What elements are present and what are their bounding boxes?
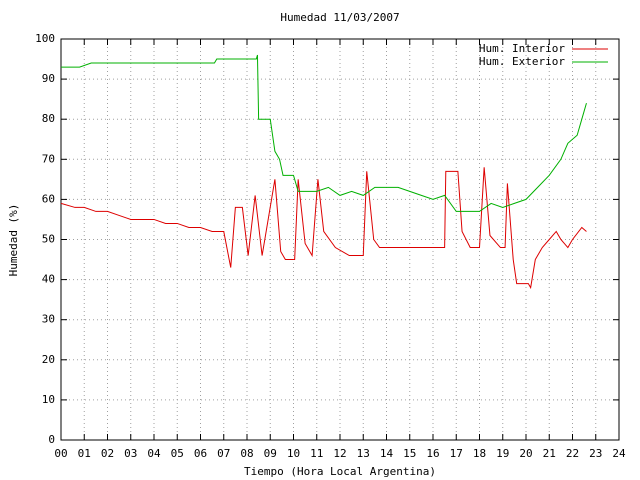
y-tick-label: 80 <box>42 112 55 125</box>
x-axis-label: Tiempo (Hora Local Argentina) <box>244 465 436 478</box>
x-tick-label: 11 <box>310 447 323 460</box>
y-tick-label: 90 <box>42 72 55 85</box>
y-tick-label: 40 <box>42 273 55 286</box>
x-tick-label: 01 <box>78 447 91 460</box>
y-tick-label: 20 <box>42 353 55 366</box>
data-line <box>60 167 587 290</box>
x-tick-label: 03 <box>124 447 137 460</box>
x-tick-label: 00 <box>54 447 67 460</box>
y-tick-label: 0 <box>48 433 55 446</box>
x-tick-label: 15 <box>403 447 416 460</box>
legend-label: Hum. Exterior <box>479 55 565 68</box>
x-tick-label: 06 <box>194 447 207 460</box>
y-axis-label: Humedad (%) <box>7 204 20 277</box>
chart-title: Humedad 11/03/2007 <box>280 11 399 24</box>
x-tick-label: 24 <box>612 447 626 460</box>
x-tick-label: 02 <box>101 447 114 460</box>
legend-label: Hum. Interior <box>479 42 565 55</box>
x-tick-label: 08 <box>240 447 253 460</box>
y-tick-label: 70 <box>42 152 55 165</box>
x-tick-label: 21 <box>543 447 556 460</box>
x-tick-label: 13 <box>357 447 370 460</box>
x-tick-label: 05 <box>171 447 184 460</box>
plot-border <box>60 38 620 441</box>
x-tick-label: 09 <box>264 447 277 460</box>
x-tick-label: 19 <box>496 447 509 460</box>
y-tick-label: 60 <box>42 192 55 205</box>
x-tick-label: 22 <box>566 447 579 460</box>
x-tick-label: 12 <box>333 447 346 460</box>
x-tick-label: 20 <box>519 447 532 460</box>
x-tick-label: 18 <box>473 447 486 460</box>
x-tick-label: 04 <box>147 447 161 460</box>
y-tick-label: 30 <box>42 313 55 326</box>
y-tick-label: 100 <box>35 32 55 45</box>
data-line <box>61 54 587 212</box>
x-tick-label: 16 <box>426 447 439 460</box>
x-tick-label: 07 <box>217 447 230 460</box>
x-tick-label: 17 <box>450 447 463 460</box>
x-tick-label: 14 <box>380 447 394 460</box>
y-tick-label: 50 <box>42 233 55 246</box>
x-tick-label: 10 <box>287 447 300 460</box>
y-tick-label: 10 <box>42 393 55 406</box>
x-tick-label: 23 <box>589 447 602 460</box>
